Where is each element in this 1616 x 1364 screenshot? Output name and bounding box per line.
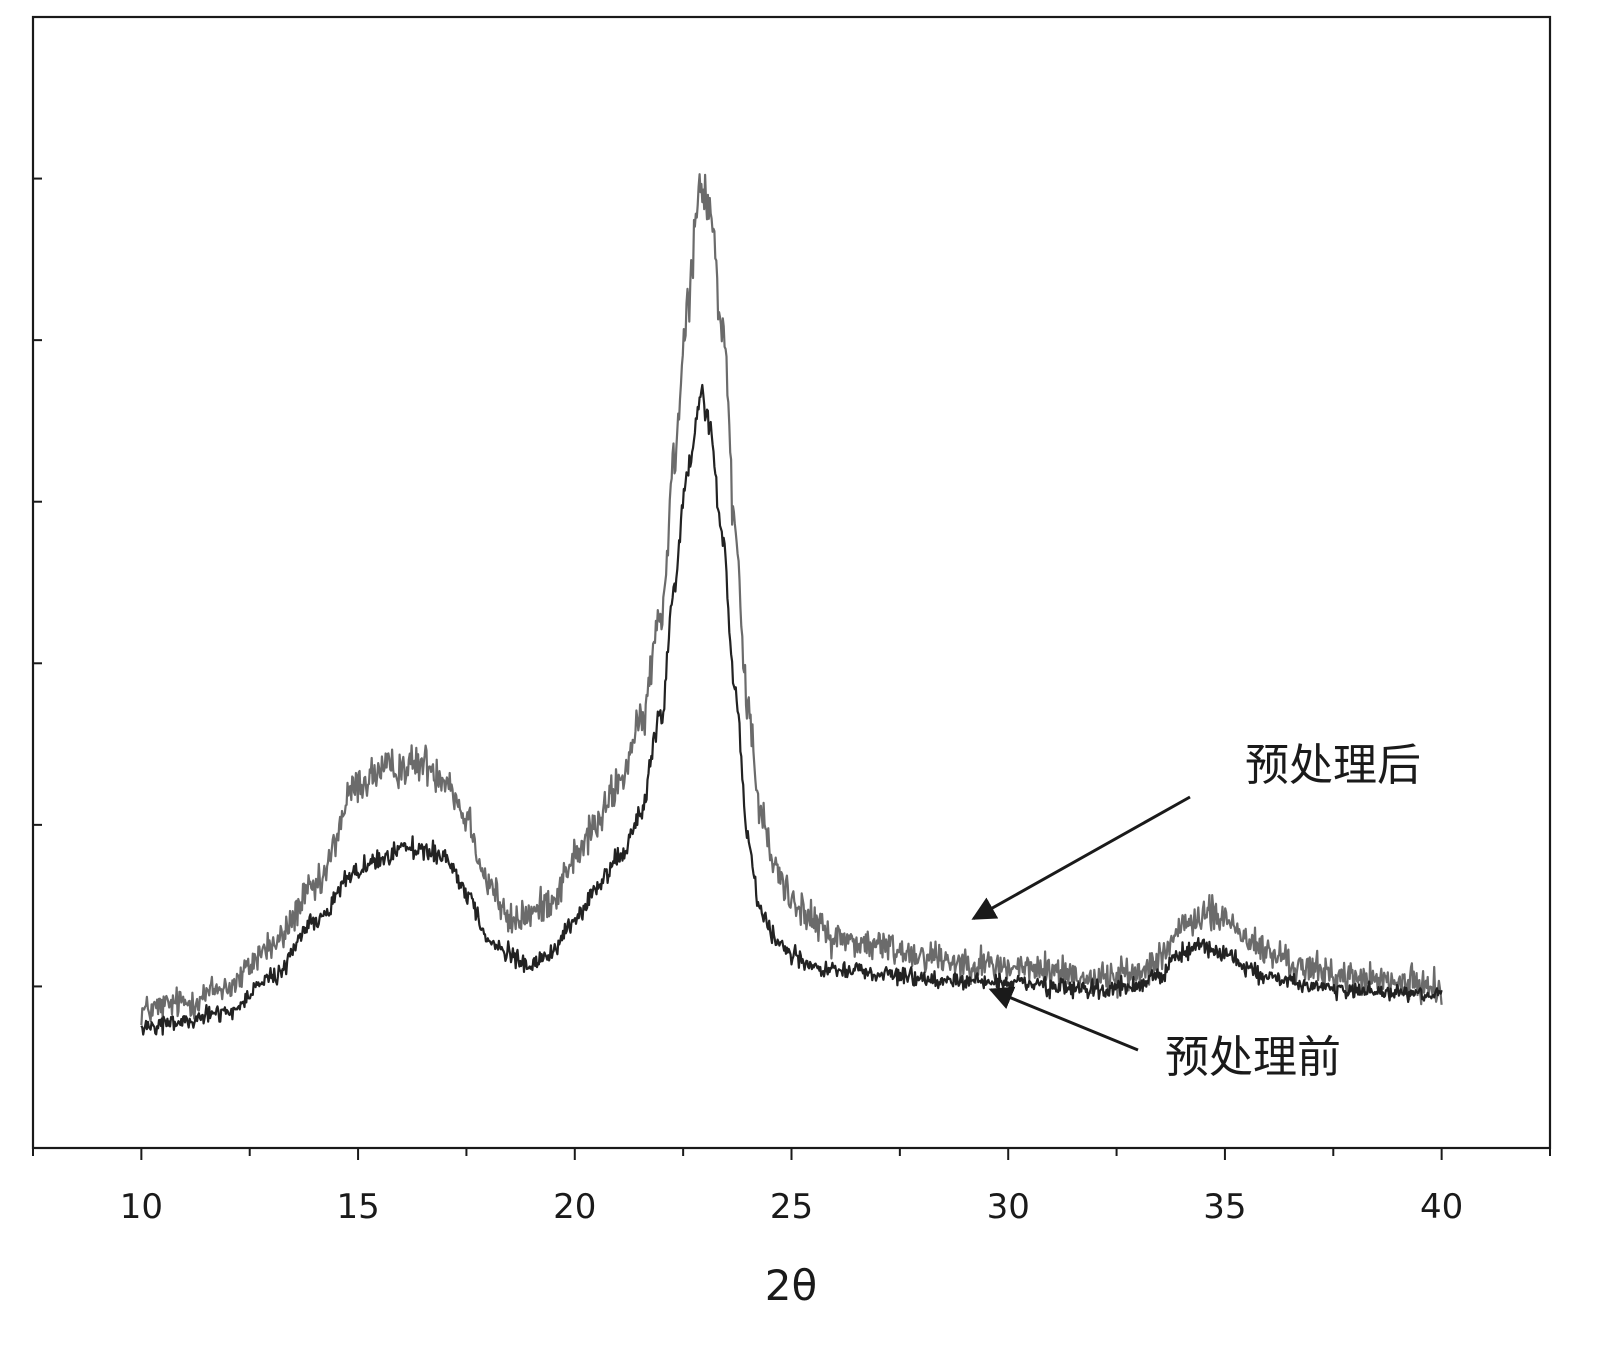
annotation-label: 预处理后 xyxy=(1245,740,1421,791)
x-tick-label: 25 xyxy=(770,1187,813,1227)
annotation-arrow xyxy=(974,797,1190,919)
series-line-1 xyxy=(141,174,1441,1025)
series-layer xyxy=(141,174,1441,1034)
x-tick-label: 10 xyxy=(120,1187,163,1227)
y-axis-ticks xyxy=(33,179,42,987)
x-axis-tick-labels: 10 15 20 25 30 35 40 xyxy=(120,1187,1464,1227)
x-tick-label: 40 xyxy=(1420,1187,1463,1227)
annotation-arrow xyxy=(991,990,1138,1050)
x-axis-label: 2θ xyxy=(765,1261,817,1310)
x-tick-label: 15 xyxy=(336,1187,379,1227)
x-tick-label: 30 xyxy=(987,1187,1030,1227)
x-axis-ticks xyxy=(33,1148,1550,1160)
x-tick-label: 20 xyxy=(553,1187,596,1227)
annotation-label: 预处理前 xyxy=(1165,1032,1341,1083)
x-tick-label: 35 xyxy=(1203,1187,1246,1227)
